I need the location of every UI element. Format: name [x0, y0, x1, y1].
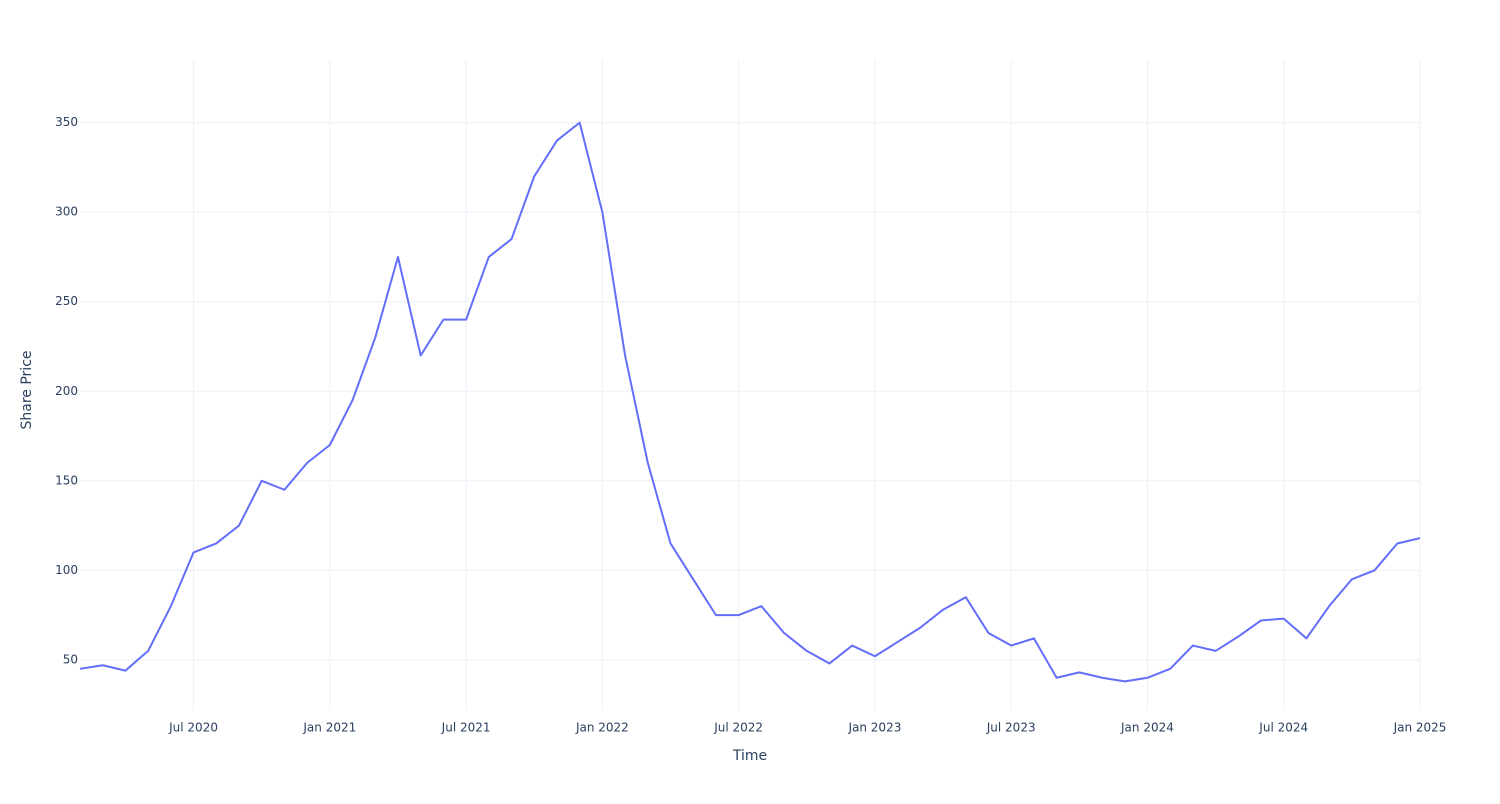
x-tick-label: Jul 2021: [441, 721, 491, 735]
x-tick-label: Jul 2022: [713, 721, 763, 735]
y-tick-label: 350: [55, 115, 78, 129]
x-tick-label: Jul 2023: [986, 721, 1036, 735]
y-axis-title: Share Price: [19, 350, 35, 429]
x-tick-label: Jul 2020: [168, 721, 218, 735]
grid: [80, 60, 1421, 710]
x-tick-label: Jul 2024: [1258, 721, 1308, 735]
y-tick-label: 200: [55, 384, 78, 398]
plot-area: [79, 121, 1421, 683]
y-tick-label: 300: [55, 205, 78, 219]
y-tick-label: 50: [63, 652, 78, 666]
y-tick-label: 100: [55, 563, 78, 577]
x-tick-label: Jan 2024: [1120, 721, 1174, 735]
y-tick-label: 150: [55, 473, 78, 487]
y-tick-label: 250: [55, 294, 78, 308]
x-axis-title: Time: [732, 748, 767, 764]
x-tick-label: Jan 2022: [575, 721, 629, 735]
x-tick-label: Jan 2025: [1393, 721, 1447, 735]
x-tick-label: Jan 2023: [847, 721, 901, 735]
x-tick-label: Jan 2021: [302, 721, 356, 735]
price-line: [79, 121, 1421, 683]
